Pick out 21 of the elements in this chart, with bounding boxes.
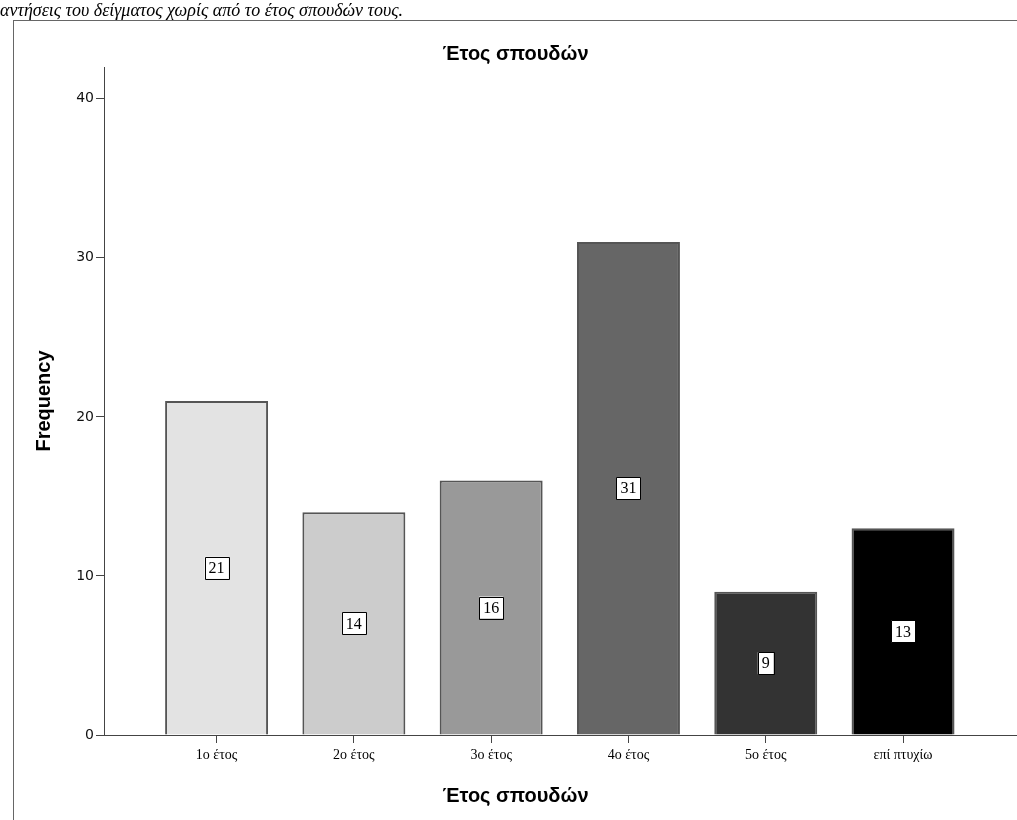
y-tick-label: 30 [76, 248, 94, 265]
y-tick-label: 20 [76, 407, 94, 424]
data-label: 14 [345, 614, 362, 632]
data-label: 31 [620, 479, 637, 497]
data-label: 13 [895, 622, 912, 640]
x-tick-label: επί πτυχίω [873, 747, 933, 763]
y-axis-title: Frequency [31, 349, 54, 452]
x-tick-label: 2ο έτος [333, 747, 376, 763]
chart-title: Έτος σπουδών [441, 41, 590, 65]
y-tick-label: 40 [76, 89, 94, 106]
x-axis-title: Έτος σπουδών [441, 783, 590, 807]
x-tick-label: 3ο έτος [470, 747, 513, 763]
text: αντήσεις του δείγματος χωρίς από το έτος σπουδών τους. [0, 0, 404, 20]
x-tick-label: 1ο έτος [195, 747, 238, 763]
x-tick-label: 4ο έτος [607, 747, 650, 763]
data-label: 16 [483, 598, 500, 616]
y-tick-label: 10 [76, 566, 94, 583]
data-label: 21 [208, 558, 225, 576]
x-tick-label: 5ο έτος [744, 747, 787, 763]
y-tick-label: 0 [85, 725, 94, 742]
data-label: 9 [761, 654, 770, 672]
